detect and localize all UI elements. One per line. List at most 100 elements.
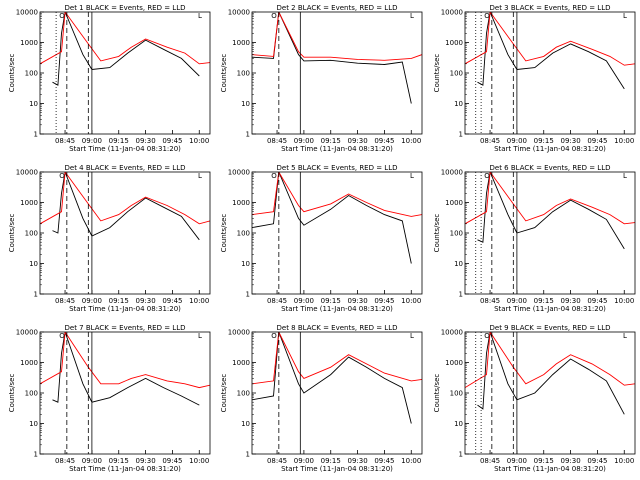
y-axis-label: Counts/sec (433, 374, 441, 413)
marker-label-l: L (198, 332, 202, 340)
x-tick-label: 08:45 (480, 137, 500, 145)
series-lld-line (465, 12, 635, 66)
y-tick-label: 1 (459, 451, 463, 459)
marker-label-o: O (271, 332, 277, 340)
y-tick-label: 1000 (232, 39, 250, 47)
x-tick-label: 09:30 (560, 457, 580, 465)
marker-label-o: O (59, 332, 65, 340)
x-tick-label: 09:00 (507, 457, 527, 465)
y-tick-label: 10 (241, 260, 250, 268)
panel-title: Det 8 BLACK = Events, RED = LLD (277, 324, 398, 332)
y-tick-label: 100 (25, 70, 38, 78)
series-lld-line (40, 12, 210, 65)
y-tick-label: 1 (246, 451, 250, 459)
y-tick-label: 10 (454, 100, 463, 108)
x-tick-label: 09:45 (374, 297, 394, 305)
panel-title: Det 9 BLACK = Events, RED = LLD (490, 324, 611, 332)
y-tick-label: 10000 (16, 169, 38, 177)
panel-title: Det 6 BLACK = Events, RED = LLD (490, 164, 611, 172)
x-tick-label: 09:30 (135, 457, 155, 465)
y-axis-label: Counts/sec (8, 374, 16, 413)
series-events-line (477, 12, 625, 90)
series-lld-line (40, 332, 210, 389)
y-tick-label: 1000 (232, 199, 250, 207)
y-axis-label: Counts/sec (433, 214, 441, 253)
y-tick-label: 10000 (16, 9, 38, 17)
series-lld-line (252, 12, 422, 61)
plot-frame (39, 11, 211, 135)
marker-label-l: L (410, 332, 414, 340)
y-tick-label: 10000 (16, 329, 38, 337)
series-events-line (52, 172, 200, 241)
x-tick-label: 09:30 (347, 457, 367, 465)
x-tick-label: 09:30 (347, 297, 367, 305)
series-lld-line (252, 332, 422, 385)
marker-label-o: O (484, 332, 490, 340)
series-events-line (52, 332, 200, 406)
series-events-line (252, 332, 412, 424)
y-tick-label: 1000 (445, 39, 463, 47)
series-events-line (252, 12, 412, 104)
y-tick-label: 1 (34, 451, 38, 459)
plot-frame (464, 11, 636, 135)
x-tick-label: 09:00 (507, 137, 527, 145)
plot-frame (251, 11, 423, 135)
marker-label-o: O (59, 172, 65, 180)
y-tick-label: 100 (237, 390, 250, 398)
y-tick-label: 1000 (20, 199, 38, 207)
x-tick-label: 08:45 (55, 457, 75, 465)
x-tick-label: 10:00 (614, 457, 634, 465)
y-axis-label: Counts/sec (8, 54, 16, 93)
y-tick-label: 10 (241, 100, 250, 108)
x-tick-label: 08:45 (55, 297, 75, 305)
x-tick-label: 09:45 (587, 457, 607, 465)
marker-label-o: O (484, 12, 490, 20)
y-tick-label: 10000 (441, 169, 463, 177)
plot-area (40, 332, 210, 406)
x-axis-label: Start Time (11-Jan-04 08:31:20) (69, 145, 181, 153)
y-tick-label: 10 (29, 260, 38, 268)
plot-frame (39, 331, 211, 455)
y-tick-label: 1 (246, 131, 250, 139)
series-lld-line (40, 172, 210, 225)
y-tick-label: 100 (450, 70, 463, 78)
x-tick-label: 10:00 (189, 137, 209, 145)
x-tick-label: 08:45 (55, 137, 75, 145)
x-axis-label: Start Time (11-Jan-04 08:31:20) (494, 145, 606, 153)
x-tick-label: 09:15 (534, 457, 554, 465)
x-tick-label: 10:00 (614, 137, 634, 145)
x-tick-label: 09:00 (294, 137, 314, 145)
x-axis-label: Start Time (11-Jan-04 08:31:20) (494, 305, 606, 313)
plot-area (465, 12, 635, 90)
plot-frame (464, 331, 636, 455)
marker-label-l: L (410, 12, 414, 20)
y-tick-label: 10000 (228, 329, 250, 337)
y-axis-label: Counts/sec (220, 374, 228, 413)
y-tick-label: 1 (459, 291, 463, 299)
x-tick-label: 10:00 (401, 457, 421, 465)
y-tick-label: 1 (34, 291, 38, 299)
x-tick-label: 09:45 (374, 137, 394, 145)
marker-label-l: L (623, 12, 627, 20)
x-tick-label: 10:00 (401, 137, 421, 145)
y-tick-label: 100 (450, 390, 463, 398)
marker-label-l: L (623, 172, 627, 180)
x-tick-label: 09:15 (109, 297, 129, 305)
panel-title: Det 5 BLACK = Events, RED = LLD (277, 164, 398, 172)
x-tick-label: 09:00 (294, 297, 314, 305)
y-tick-label: 1000 (445, 199, 463, 207)
x-tick-label: 09:15 (321, 457, 341, 465)
x-tick-label: 09:30 (560, 297, 580, 305)
x-tick-label: 09:15 (534, 137, 554, 145)
x-tick-label: 08:45 (267, 457, 287, 465)
plot-area (252, 172, 422, 264)
x-tick-label: 09:15 (321, 297, 341, 305)
x-tick-label: 09:45 (587, 297, 607, 305)
x-tick-label: 09:15 (534, 297, 554, 305)
series-lld-line (465, 332, 635, 388)
x-tick-label: 09:15 (321, 137, 341, 145)
